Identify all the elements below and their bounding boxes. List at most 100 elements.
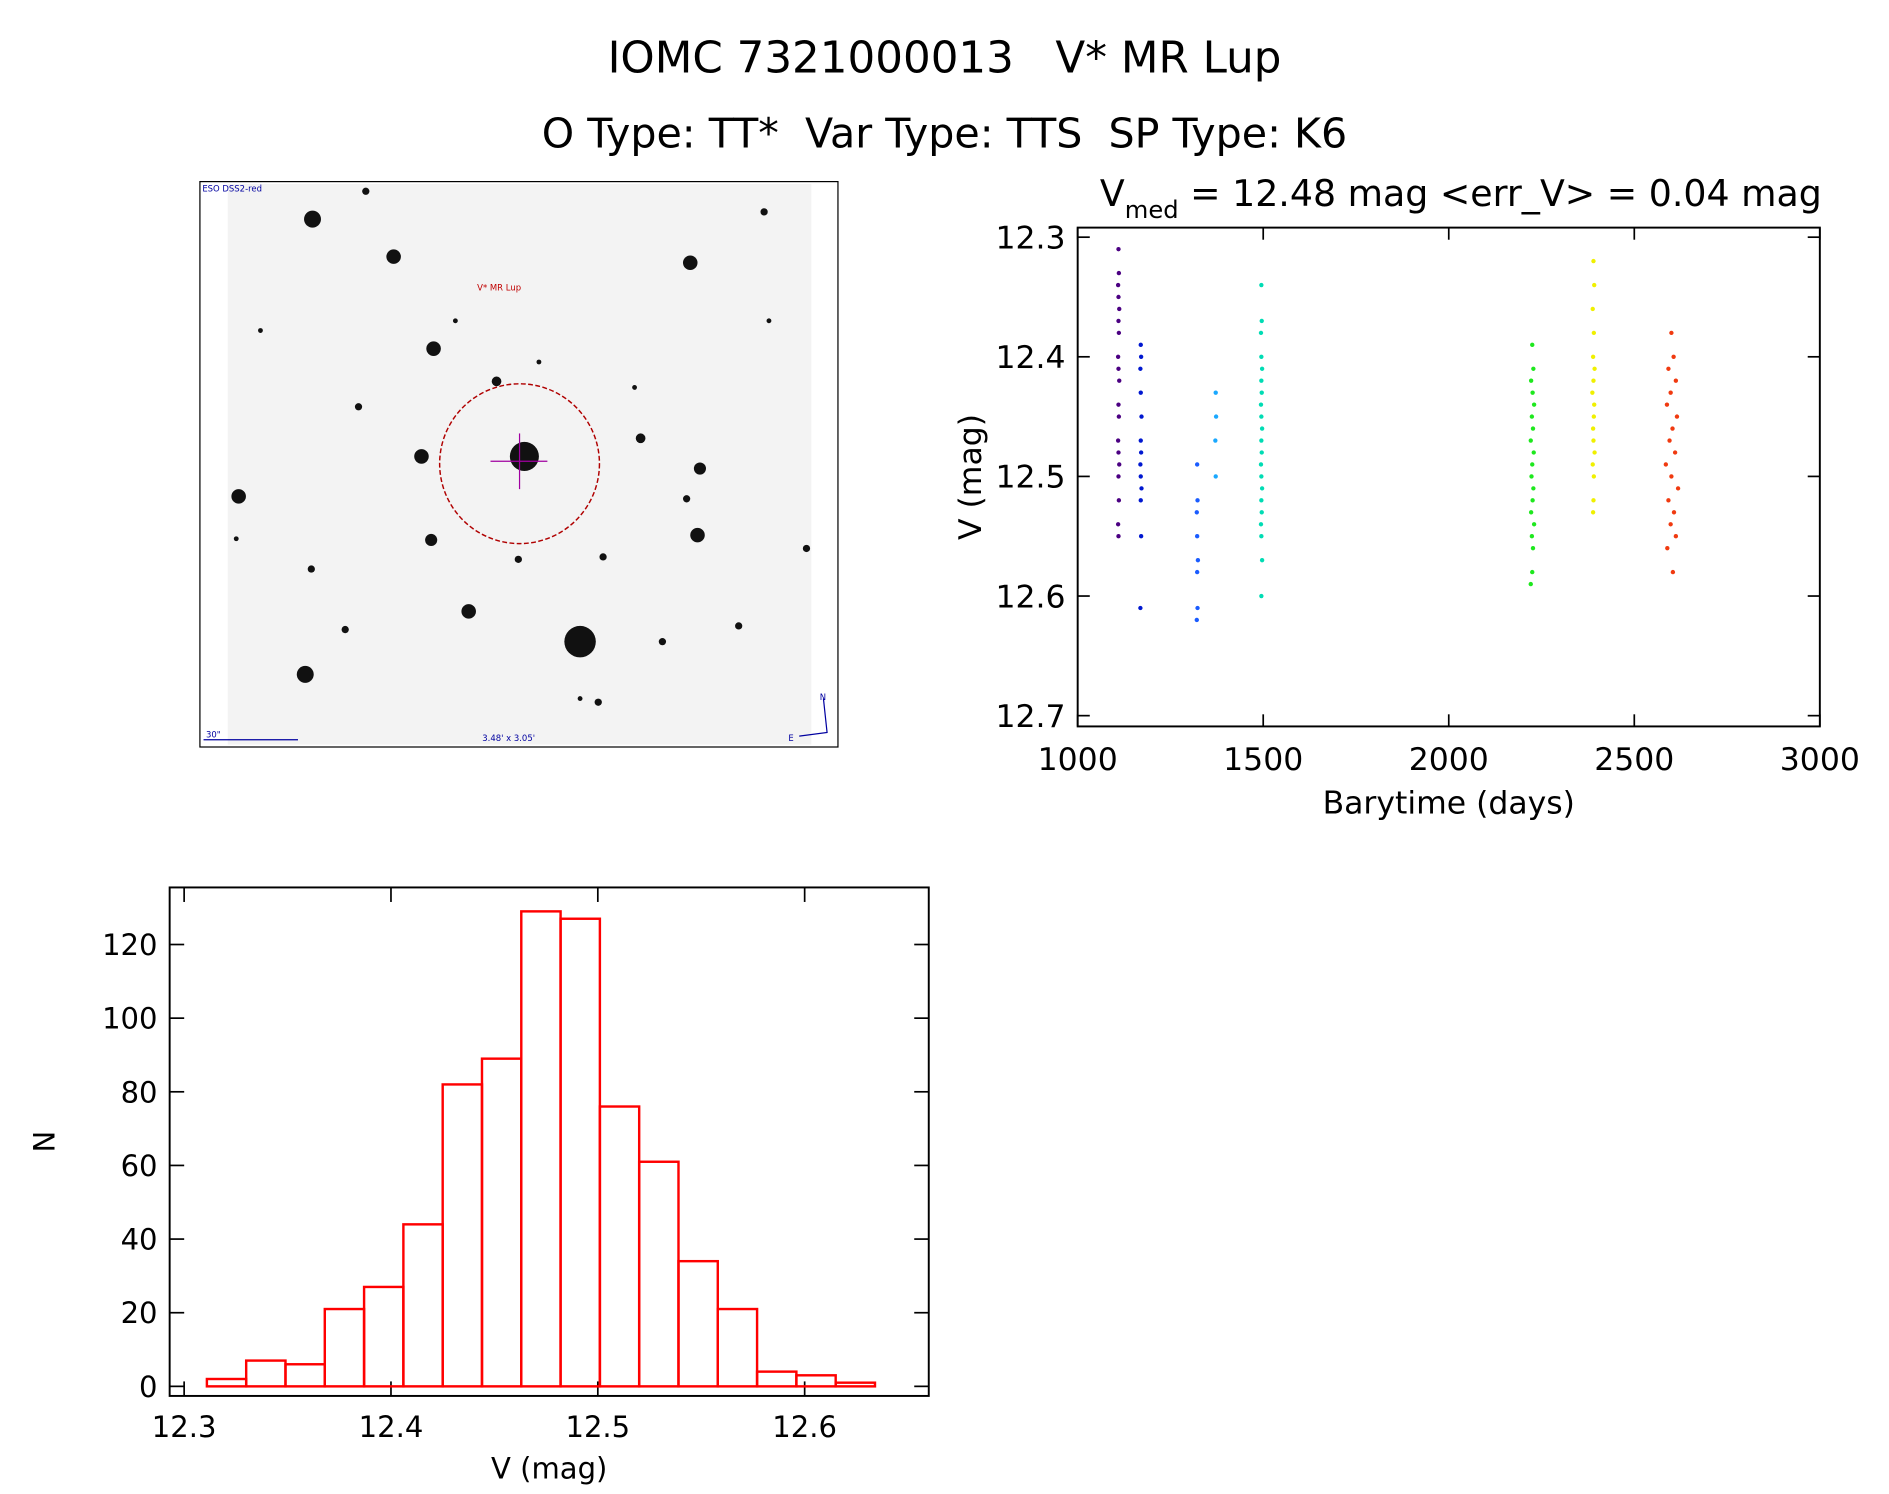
data-point (1530, 426, 1536, 431)
data-point (1528, 510, 1534, 515)
data-point (1675, 486, 1681, 491)
data-point (1259, 378, 1264, 383)
data-point (1138, 474, 1143, 479)
data-point (1259, 450, 1264, 455)
data-point (1258, 462, 1264, 467)
data-point (1530, 546, 1536, 551)
data-point (1592, 366, 1597, 371)
data-point (1667, 438, 1672, 443)
y-tick-label: 12.3 (995, 221, 1065, 257)
data-point (1259, 390, 1264, 395)
data-point (1139, 414, 1144, 419)
data-point (1259, 534, 1264, 539)
data-point (1259, 426, 1265, 431)
data-point (1138, 354, 1144, 359)
histogram-bar (480, 1057, 523, 1388)
histogram-bar (284, 1363, 326, 1388)
chart-title-main: V (1100, 172, 1125, 215)
data-point (1673, 534, 1679, 539)
y-tick-label: 40 (121, 1223, 158, 1257)
data-point (1115, 438, 1121, 443)
data-point (1139, 486, 1144, 491)
data-point (1531, 402, 1537, 407)
data-point (1590, 354, 1596, 359)
data-point (1138, 462, 1143, 467)
size-label: 3.48' x 3.05' (482, 733, 535, 743)
chart-title: Vmed = 12.48 mag <err_V> = 0.04 mag (1100, 172, 1822, 224)
data-point (1590, 510, 1596, 515)
page-title: IOMC 7321000013 V* MR Lup (608, 34, 1282, 84)
histogram-bar (598, 1105, 641, 1388)
data-point (1671, 354, 1676, 359)
data-point (1590, 426, 1596, 431)
plot-frame (1076, 226, 1821, 728)
data-point (1528, 378, 1534, 383)
data-point (1116, 366, 1121, 371)
data-point (1590, 462, 1595, 467)
data-point (1531, 450, 1536, 455)
chart-title-sub: med (1125, 196, 1179, 224)
data-point (1116, 402, 1121, 407)
data-point (1672, 450, 1678, 455)
data-point (1116, 270, 1122, 276)
histogram-bar (402, 1223, 444, 1388)
x-tick-label: 2500 (1594, 742, 1674, 778)
data-point (1259, 474, 1264, 479)
y-axis-label: V (mag) (953, 414, 989, 540)
data-point (1591, 258, 1596, 264)
data-point (1195, 498, 1200, 503)
survey-label: ESO DSS2-red (202, 183, 262, 193)
data-point (1259, 318, 1264, 324)
data-point (1116, 534, 1121, 539)
data-point (1116, 414, 1122, 419)
data-point (1666, 498, 1671, 503)
data-point (1116, 474, 1121, 479)
data-point (1115, 282, 1121, 288)
data-point (1530, 342, 1535, 348)
data-point (1258, 402, 1264, 407)
data-point (1591, 438, 1596, 443)
page-subtitle: O Type: TT* Var Type: TTS SP Type: K6 (542, 110, 1347, 158)
target-circle (438, 383, 601, 545)
data-point (1531, 522, 1537, 527)
data-point (1531, 486, 1536, 491)
data-point (1529, 534, 1535, 539)
data-point (1591, 330, 1597, 336)
data-point (1259, 354, 1264, 359)
histogram-bar (755, 1370, 798, 1388)
x-tick-label: 1000 (1038, 742, 1118, 778)
data-point (1115, 522, 1121, 527)
x-tick-label: 3000 (1780, 742, 1860, 778)
data-point (1138, 534, 1144, 539)
data-point (1117, 462, 1122, 467)
data-point (1673, 378, 1679, 383)
data-point (1531, 366, 1536, 371)
y-tick-label: 80 (121, 1075, 158, 1109)
y-tick-label: 12.5 (995, 460, 1065, 496)
histogram-bar (441, 1083, 484, 1388)
data-point (1138, 438, 1143, 443)
y-tick-label: 60 (121, 1149, 158, 1183)
data-point (1195, 557, 1201, 563)
histogram-bar (244, 1359, 287, 1388)
data-point (1668, 522, 1673, 527)
data-point (1259, 414, 1264, 419)
data-point (1590, 306, 1595, 312)
y-tick-label: 0 (139, 1370, 157, 1404)
data-point (1591, 414, 1597, 419)
data-point (1591, 498, 1596, 503)
data-point (1590, 390, 1595, 395)
y-tick-label: 12.7 (995, 699, 1065, 735)
east-label: E (788, 733, 793, 743)
data-point (1664, 402, 1670, 407)
data-point (1591, 378, 1596, 383)
data-point (1665, 546, 1670, 551)
data-point (1116, 450, 1121, 455)
y-tick-label: 20 (121, 1296, 158, 1330)
compass (799, 698, 828, 737)
data-point (1194, 510, 1199, 515)
data-point (1592, 450, 1597, 455)
x-tick-label: 12.6 (772, 1410, 837, 1444)
data-point (1138, 450, 1144, 455)
